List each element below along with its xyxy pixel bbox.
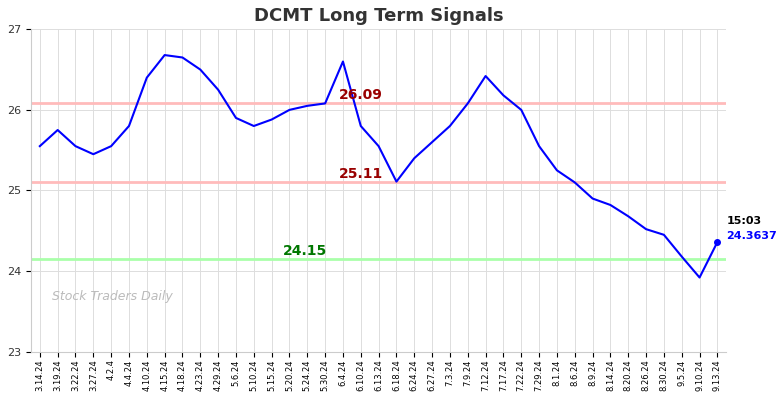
Text: 24.15: 24.15 [283,244,328,258]
Title: DCMT Long Term Signals: DCMT Long Term Signals [254,7,503,25]
Text: 24.3637: 24.3637 [726,231,777,241]
Text: 26.09: 26.09 [339,88,383,101]
Text: 25.11: 25.11 [339,167,383,181]
Text: 15:03: 15:03 [726,216,761,226]
Text: Stock Traders Daily: Stock Traders Daily [52,290,172,303]
